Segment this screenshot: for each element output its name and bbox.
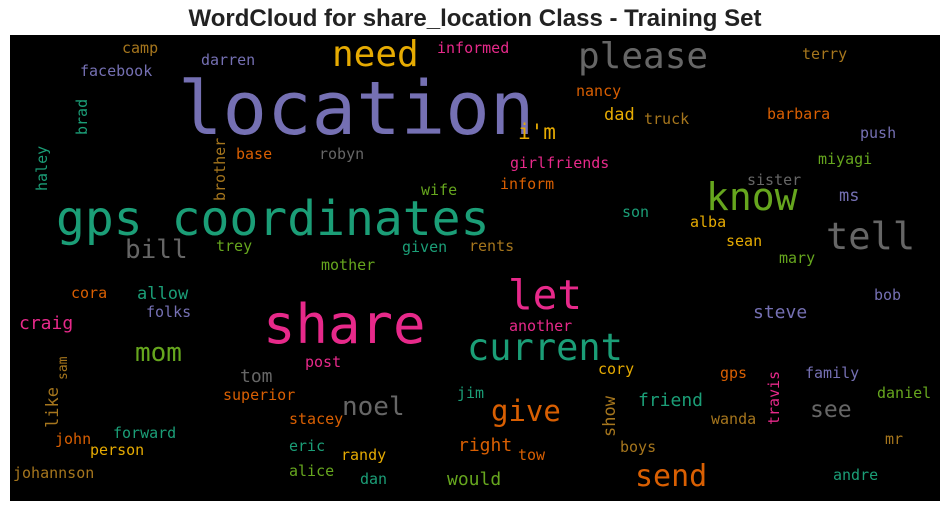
word-post: post bbox=[305, 353, 342, 371]
word-right: right bbox=[458, 435, 513, 456]
word-location: location bbox=[178, 66, 535, 152]
word-sean: sean bbox=[726, 232, 763, 250]
word-barbara: barbara bbox=[767, 105, 831, 123]
word-mother: mother bbox=[321, 256, 376, 274]
word-travis: travis bbox=[765, 370, 783, 425]
word-family: family bbox=[805, 364, 860, 382]
word-alba: alba bbox=[690, 213, 727, 231]
word-jim: jim bbox=[457, 384, 485, 402]
word-cora: cora bbox=[71, 284, 108, 302]
word-trey: trey bbox=[216, 237, 253, 255]
word-tom: tom bbox=[240, 366, 273, 387]
word-alice: alice bbox=[289, 462, 335, 480]
word-sam: sam bbox=[56, 356, 71, 380]
word-know: know bbox=[706, 175, 798, 219]
word-brad: brad bbox=[73, 98, 91, 135]
word-tow: tow bbox=[518, 446, 546, 464]
word-like: like bbox=[43, 387, 63, 428]
word-allow: allow bbox=[137, 284, 189, 304]
word-share: share bbox=[263, 293, 426, 356]
word-gps: gps bbox=[720, 364, 748, 382]
word-gps-coordinates: gps coordinates bbox=[56, 191, 490, 247]
word-haley: haley bbox=[33, 145, 51, 191]
word-need: need bbox=[332, 35, 419, 75]
word-stacey: stacey bbox=[289, 410, 344, 428]
word-truck: truck bbox=[644, 110, 690, 128]
word-informed: informed bbox=[437, 39, 510, 57]
word-dan: dan bbox=[360, 470, 388, 488]
word-current: current bbox=[467, 326, 623, 369]
word-cloud: location need please gps coordinates know tel… bbox=[10, 35, 940, 501]
word-show: show bbox=[600, 396, 620, 437]
word-johannson: johannson bbox=[13, 464, 95, 482]
word-facebook: facebook bbox=[80, 62, 153, 80]
word-push: push bbox=[860, 124, 897, 142]
word-camp: camp bbox=[122, 39, 159, 57]
word-let: let bbox=[508, 271, 583, 319]
word-terry: terry bbox=[802, 45, 848, 63]
word-give: give bbox=[491, 394, 561, 428]
word-brother: brother bbox=[211, 137, 229, 201]
word-daniel: daniel bbox=[877, 384, 932, 402]
word-ms: ms bbox=[839, 186, 860, 206]
word-steve: steve bbox=[753, 302, 808, 323]
word-would: would bbox=[447, 469, 502, 490]
word-wife: wife bbox=[421, 181, 458, 199]
word-noel: noel bbox=[342, 392, 405, 422]
word-darren: darren bbox=[201, 51, 256, 69]
word-robyn: robyn bbox=[319, 145, 365, 163]
word-cory: cory bbox=[598, 360, 635, 378]
word-base: base bbox=[236, 145, 273, 163]
word-dad: dad bbox=[604, 105, 635, 125]
word-given: given bbox=[402, 238, 448, 256]
word-nancy: nancy bbox=[576, 82, 622, 100]
word-forward: forward bbox=[113, 424, 177, 442]
word-mary: mary bbox=[779, 249, 816, 267]
word-craig: craig bbox=[19, 313, 74, 334]
word-tell: tell bbox=[826, 215, 916, 258]
word-miyagi: miyagi bbox=[818, 150, 873, 168]
word-son: son bbox=[622, 203, 650, 221]
word-sister: sister bbox=[747, 171, 802, 189]
word-bob: bob bbox=[874, 286, 902, 304]
word-andre: andre bbox=[833, 466, 879, 484]
word-boys: boys bbox=[620, 438, 657, 456]
word-send: send bbox=[635, 459, 708, 494]
word-friend: friend bbox=[638, 390, 704, 411]
word-wanda: wanda bbox=[711, 410, 757, 428]
word-i-m: i'm bbox=[518, 120, 556, 144]
word-another: another bbox=[509, 317, 573, 335]
word-randy: randy bbox=[341, 446, 387, 464]
word-see: see bbox=[810, 397, 852, 423]
word-rents: rents bbox=[469, 237, 515, 255]
word-girlfriends: girlfriends bbox=[510, 154, 610, 172]
word-inform: inform bbox=[500, 175, 555, 193]
word-person: person bbox=[90, 441, 145, 459]
chart-title: WordCloud for share_location Class - Tra… bbox=[188, 5, 762, 32]
word-folks: folks bbox=[146, 303, 192, 321]
word-mom: mom bbox=[135, 338, 182, 368]
word-please: please bbox=[578, 36, 709, 77]
word-superior: superior bbox=[223, 386, 296, 404]
word-bill: bill bbox=[125, 235, 188, 265]
word-john: john bbox=[55, 430, 92, 448]
word-eric: eric bbox=[289, 437, 326, 455]
word-mr: mr bbox=[885, 430, 904, 448]
